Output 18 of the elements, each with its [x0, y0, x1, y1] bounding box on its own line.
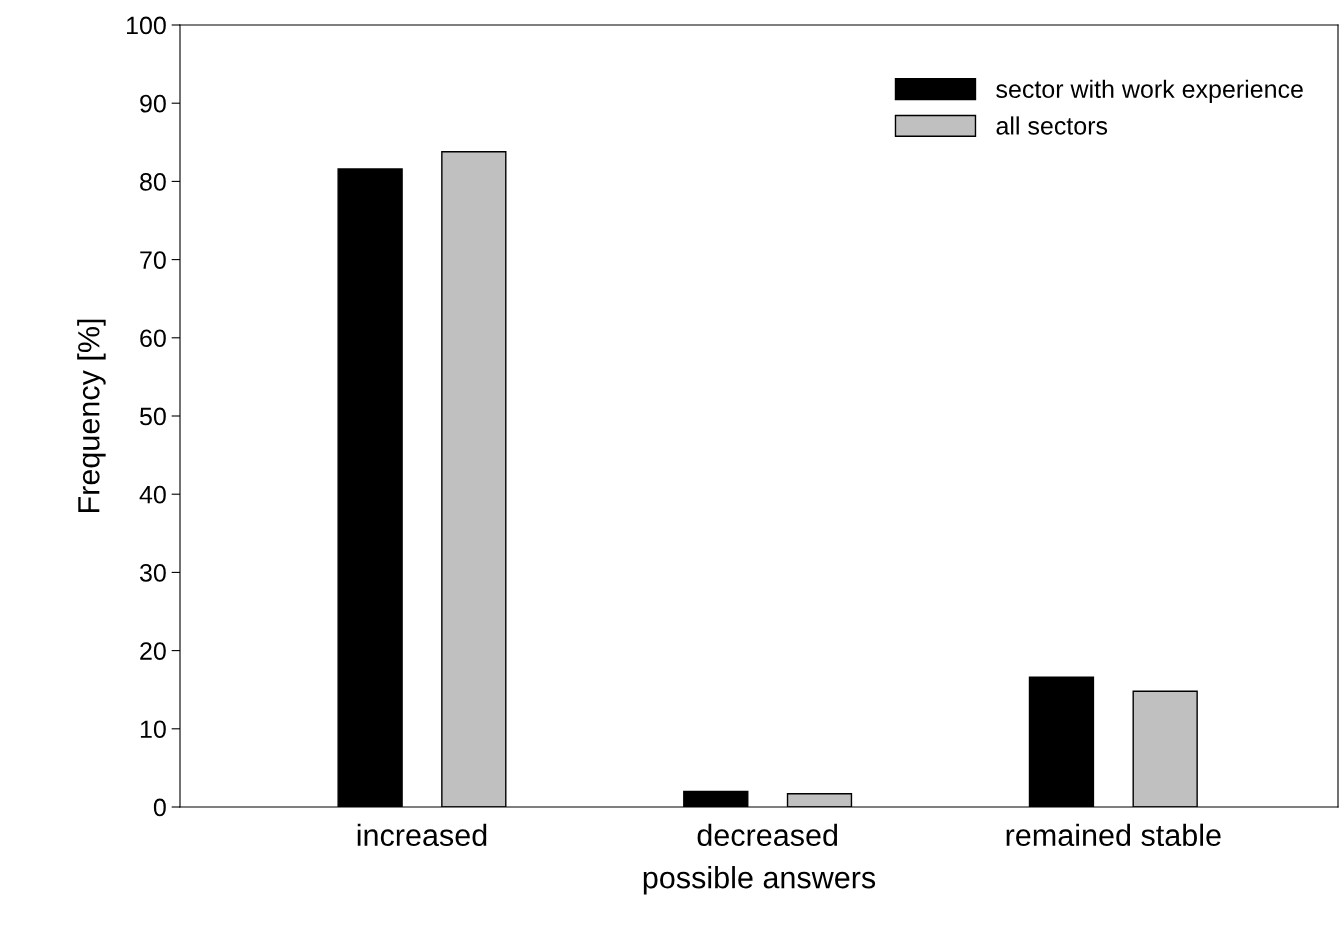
x-tick-label: increased: [357, 823, 487, 847]
legend-label: all sectors: [996, 116, 1108, 135]
y-tick-label: 50: [140, 407, 166, 426]
y-tick-label: 80: [140, 173, 166, 191]
y-tick-label: 100: [127, 16, 166, 35]
y-tick-label: 40: [139, 485, 166, 504]
y-axis-title: Frequency [%]: [77, 319, 106, 512]
y-tick-label: 30: [139, 564, 166, 582]
y-tick-label: 90: [140, 94, 166, 113]
y-tick-label: 0: [153, 798, 166, 817]
x-tick-label: decreased: [697, 823, 838, 847]
x-tick-label: remained stable: [1006, 823, 1221, 847]
y-tick-label: 60: [140, 329, 166, 348]
x-axis-title: possible answers: [643, 866, 876, 895]
y-tick-label: 20: [140, 642, 166, 660]
legend-label: sector with work experience: [996, 79, 1303, 103]
y-tick-label: 70: [140, 251, 166, 269]
y-tick-label: 10: [140, 720, 166, 739]
